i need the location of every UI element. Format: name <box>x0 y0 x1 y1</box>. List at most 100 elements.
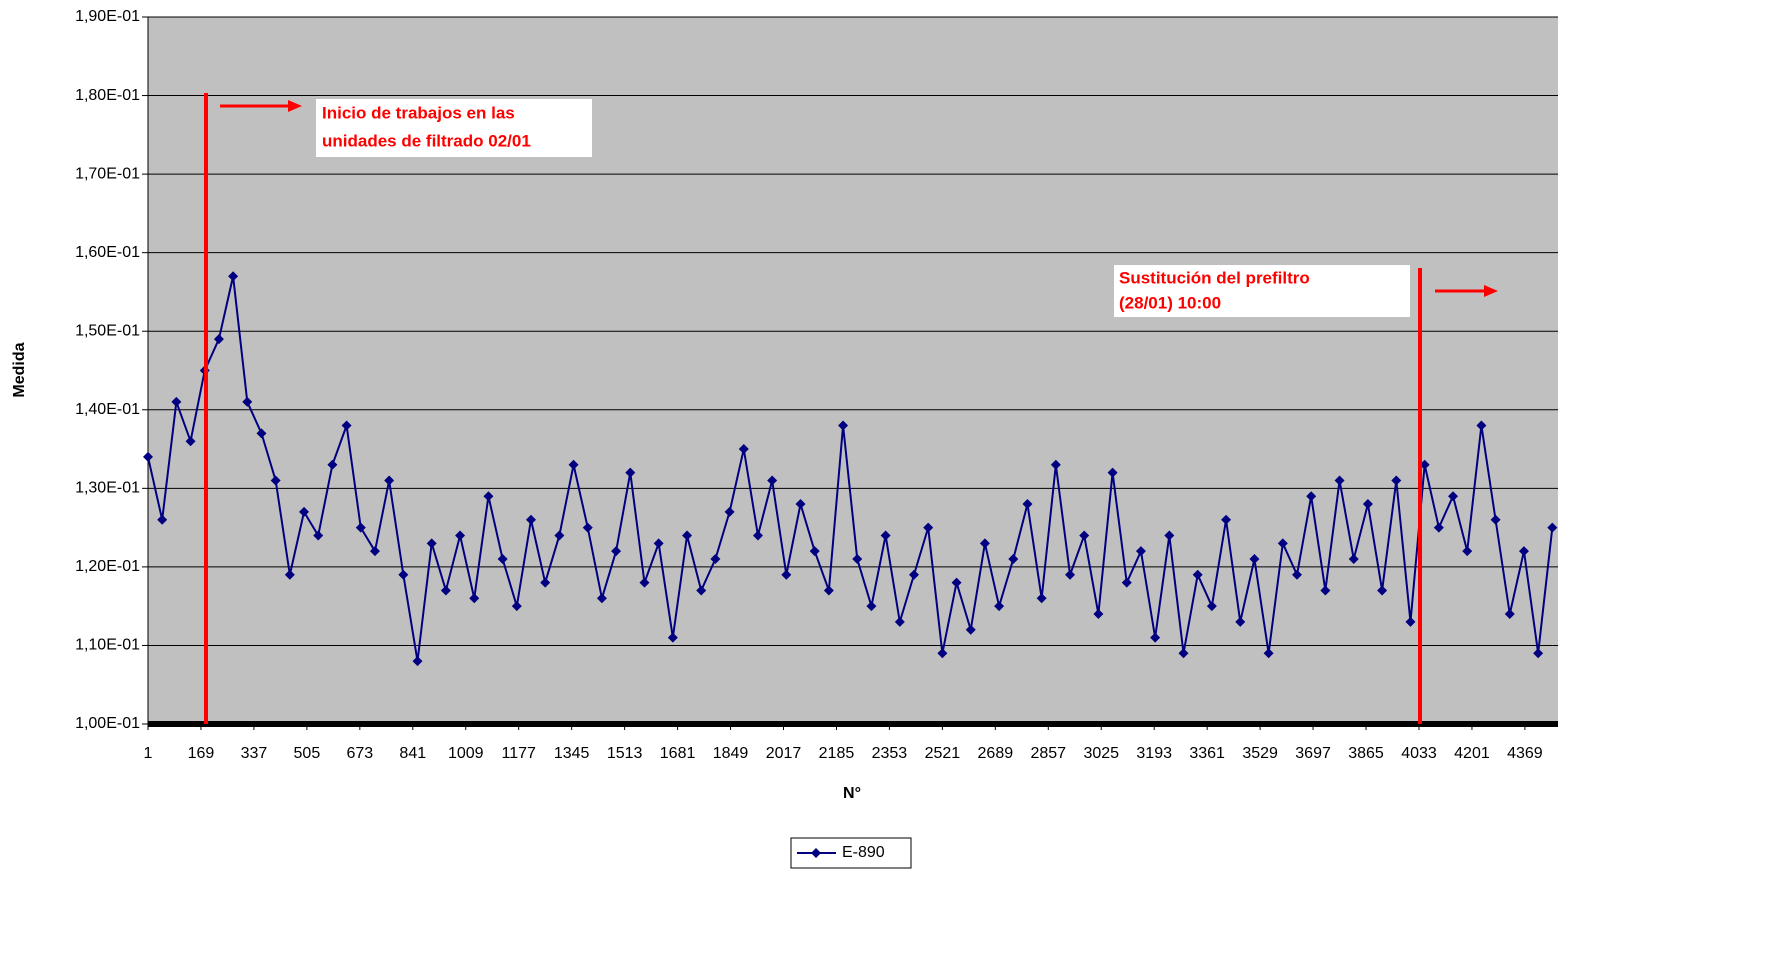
marker <box>412 656 423 667</box>
marker <box>1518 546 1529 557</box>
x-tick-label: 2017 <box>766 745 802 762</box>
marker <box>653 538 664 549</box>
marker <box>1476 420 1487 431</box>
marker <box>894 616 905 627</box>
annotation: Sustitución del prefiltro <box>1119 268 1310 287</box>
x-tick-label: 169 <box>188 745 215 762</box>
marker <box>1235 616 1246 627</box>
marker <box>143 451 153 462</box>
marker <box>1249 554 1260 565</box>
x-tick-label: 1345 <box>554 745 590 762</box>
marker <box>1008 554 1019 565</box>
x-tick-label: 3025 <box>1083 745 1119 762</box>
marker <box>369 546 380 557</box>
x-tick-label: 2857 <box>1030 745 1066 762</box>
marker <box>185 436 196 447</box>
marker <box>1405 616 1416 627</box>
marker <box>1263 648 1274 659</box>
marker <box>384 475 395 486</box>
series <box>143 271 1558 667</box>
marker <box>341 420 352 431</box>
marker <box>781 569 792 580</box>
x-tick-label: 3193 <box>1136 745 1172 762</box>
arrow-head <box>1484 285 1498 297</box>
marker <box>1462 546 1473 557</box>
marker <box>809 546 820 557</box>
y-tick-label: 1,00E-01 <box>75 715 140 732</box>
marker <box>554 530 565 541</box>
marker <box>171 396 182 407</box>
x-tick-label: 2353 <box>872 745 908 762</box>
marker <box>242 396 253 407</box>
marker <box>270 475 281 486</box>
annotation: unidades de filtrado 02/01 <box>322 131 531 150</box>
marker <box>213 334 224 345</box>
marker <box>795 499 806 510</box>
x-tick-label: 4369 <box>1507 745 1543 762</box>
marker <box>1221 514 1232 525</box>
legend-label: E-890 <box>842 844 885 861</box>
marker <box>923 522 934 533</box>
marker <box>1547 522 1558 533</box>
marker <box>710 554 721 565</box>
marker <box>327 459 338 470</box>
legend: E-890 <box>790 837 912 869</box>
marker <box>1448 491 1459 502</box>
marker <box>667 632 678 643</box>
x-tick-label: 4201 <box>1454 745 1490 762</box>
marker <box>611 546 622 557</box>
marker <box>979 538 990 549</box>
x-tick-label: 1681 <box>660 745 696 762</box>
x-tick-label: 673 <box>346 745 373 762</box>
marker <box>157 514 168 525</box>
marker <box>1192 569 1203 580</box>
marker <box>1291 569 1302 580</box>
marker <box>767 475 778 486</box>
x-tick-label: 1513 <box>607 745 643 762</box>
x-tick-label: 2185 <box>819 745 855 762</box>
y-tick-label: 1,90E-01 <box>75 8 140 25</box>
legend-marker <box>811 848 821 858</box>
marker <box>1320 585 1331 596</box>
x-tick-label: 2521 <box>925 745 961 762</box>
marker <box>823 585 834 596</box>
marker <box>880 530 891 541</box>
x-axis-label: N° <box>843 785 861 802</box>
marker <box>752 530 763 541</box>
marker <box>682 530 693 541</box>
marker <box>1334 475 1345 486</box>
marker <box>398 569 409 580</box>
marker <box>426 538 437 549</box>
grid <box>142 16 1558 730</box>
y-tick-label: 1,80E-01 <box>75 87 140 104</box>
marker <box>1362 499 1373 510</box>
marker <box>937 648 948 659</box>
marker <box>1135 546 1146 557</box>
marker <box>1377 585 1388 596</box>
x-tick-label: 505 <box>294 745 321 762</box>
marker <box>951 577 962 588</box>
marker <box>299 506 310 517</box>
marker <box>1107 467 1118 478</box>
marker <box>1206 601 1217 612</box>
marker <box>469 593 480 604</box>
marker <box>1348 554 1359 565</box>
x-tick-label: 3361 <box>1189 745 1225 762</box>
y-tick-label: 1,50E-01 <box>75 322 140 339</box>
marker <box>256 428 267 439</box>
x-tick-label: 1009 <box>448 745 484 762</box>
marker <box>284 569 295 580</box>
marker <box>1065 569 1076 580</box>
x-tick-label: 1849 <box>713 745 749 762</box>
marker <box>852 554 863 565</box>
marker <box>724 506 735 517</box>
marker <box>440 585 451 596</box>
y-tick-label: 1,30E-01 <box>75 480 140 497</box>
marker <box>1419 459 1430 470</box>
marker <box>540 577 551 588</box>
marker <box>1150 632 1161 643</box>
marker <box>582 522 593 533</box>
series-line <box>147 276 1554 662</box>
marker <box>1079 530 1090 541</box>
